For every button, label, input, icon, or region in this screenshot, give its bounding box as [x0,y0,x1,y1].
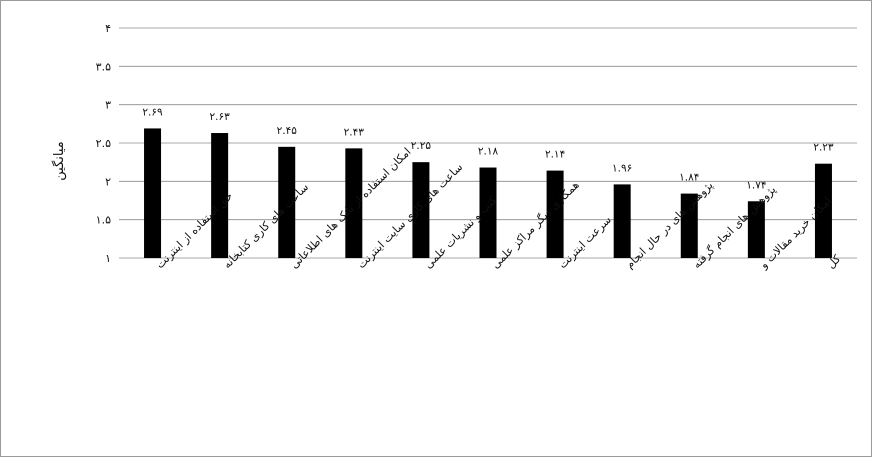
data-labels: ۲.۶۹ ۲.۶۳ ۲.۴۵ ۲.۴۳ ۲.۲۵ ۲.۱۸ ۲.۱۴ ۱.۹۶ ۱.۸۴ ۱.۷۴… [142,106,834,191]
bar [747,201,765,258]
data-label: ۱.۷۴ [746,179,766,191]
bar [412,162,430,258]
data-label: ۲.۱۴ [545,149,565,161]
data-label: ۲.۴۳ [344,126,365,138]
bars [144,128,832,258]
data-label: ۱.۹۶ [612,162,632,174]
data-label: ۲.۴۵ [277,125,298,137]
y-axis-title: میانگین [51,141,67,180]
y-tick-label: ۳.۵ [96,60,111,73]
y-tick-labels: ۱ ۱.۵ ۲ ۲.۵ ۳ ۳.۵ ۴ [96,22,111,265]
bar [278,146,296,258]
y-tick-label: ۲ [105,175,111,188]
data-label: ۲.۲۳ [813,142,834,154]
bar [814,163,832,258]
bar [680,193,698,258]
y-tick-label: ۱.۵ [96,214,111,227]
data-label: ۲.۶۹ [142,106,163,118]
x-tick-label: سرعت اینترنت [556,213,614,271]
y-tick-label: ۴ [105,22,111,35]
y-tick-label: ۳ [105,99,111,112]
bar [546,170,564,258]
data-label: ۱.۸۴ [679,172,699,184]
data-label: ۲.۶۳ [210,111,231,123]
bar [613,184,631,258]
bar [479,167,497,258]
data-label: ۲.۱۸ [478,146,499,158]
bar [144,128,162,258]
bar [211,133,229,258]
data-label: ۲.۲۵ [411,140,432,152]
y-tick-label: ۱ [105,252,111,265]
y-tick-label: ۲.۵ [96,137,111,150]
bar [345,148,363,258]
